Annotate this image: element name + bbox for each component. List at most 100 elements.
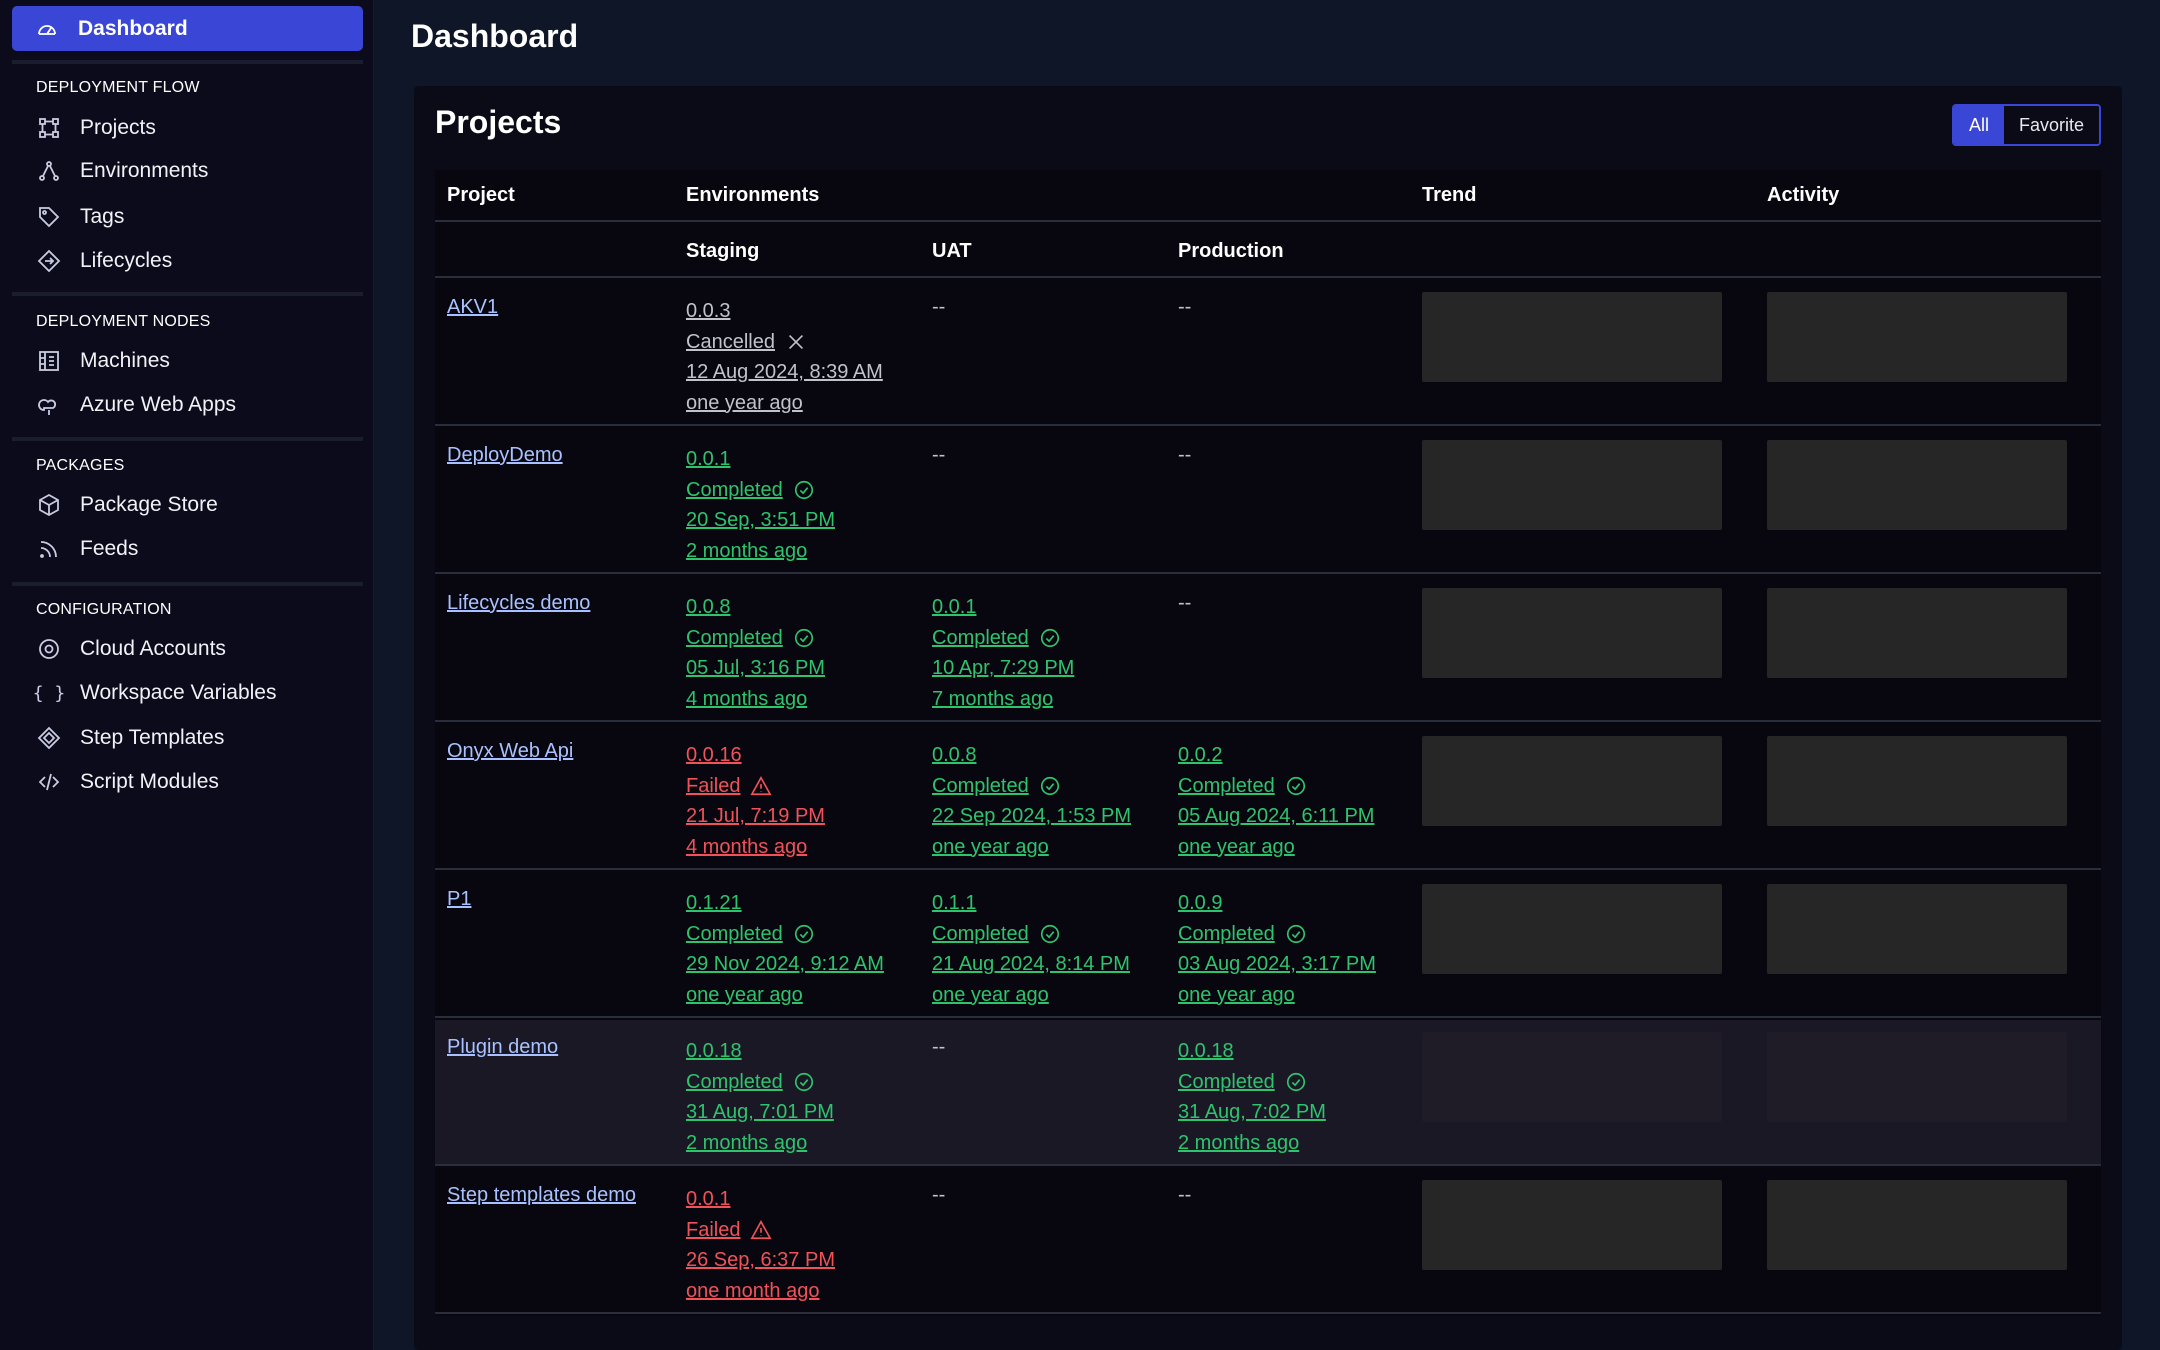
header-production: Production (1178, 240, 1284, 262)
activity-chart (1767, 440, 2067, 530)
deployment-relative-time[interactable]: one year ago (686, 391, 803, 414)
deployment-date[interactable]: 05 Jul, 3:16 PM (686, 657, 825, 679)
deployment-relative-time[interactable]: 4 months ago (686, 835, 808, 858)
deployment-relative-time[interactable]: 4 months ago (686, 687, 808, 710)
sidebar-item-step-templates[interactable]: Step Templates (36, 722, 224, 754)
deployment-date[interactable]: 31 Aug, 7:02 PM (1178, 1101, 1326, 1123)
staging-deployment[interactable]: 0.0.3 Cancelled 12 Aug 2024, 8:39 AM one ye… (686, 296, 883, 418)
project-link[interactable]: Step templates demo (447, 1184, 636, 1206)
table-row[interactable]: Step templates demo 0.0.1 Failed 26 Sep, 6:… (435, 1168, 2101, 1314)
staging-deployment[interactable]: 0.0.1 Failed 26 Sep, 6:37 PM one month ago (686, 1184, 835, 1306)
deployment-status[interactable]: Completed (686, 475, 815, 506)
deployment-status[interactable]: Completed (1178, 771, 1307, 802)
project-link[interactable]: P1 (447, 888, 472, 910)
project-link[interactable]: DeployDemo (447, 444, 563, 466)
staging-deployment[interactable]: 0.0.1 Completed 20 Sep, 3:51 PM 2 months ag… (686, 444, 835, 566)
deployment-version[interactable]: 0.0.1 (932, 596, 977, 618)
project-link[interactable]: Onyx Web Api (447, 740, 574, 762)
table-row[interactable]: DeployDemo 0.0.1 Completed 20 Sep, 3:51 PM 2… (435, 428, 2101, 574)
deployment-status[interactable]: Completed (932, 623, 1061, 654)
deployment-status[interactable]: Completed (1178, 919, 1307, 950)
deployment-version[interactable]: 0.1.21 (686, 892, 742, 914)
sidebar-item-label: Step Templates (80, 726, 225, 749)
staging-deployment[interactable]: 0.0.18 Completed 31 Aug, 7:01 PM 2 months a… (686, 1036, 834, 1158)
sidebar-item-azure-web-apps[interactable]: Azure Web Apps (36, 389, 236, 421)
deployment-version[interactable]: 0.0.16 (686, 744, 742, 766)
deployment-status[interactable]: Completed (686, 919, 815, 950)
deployment-date[interactable]: 29 Nov 2024, 9:12 AM (686, 953, 884, 975)
deployment-relative-time[interactable]: 7 months ago (932, 687, 1054, 710)
sidebar-item-workspace-variables[interactable]: { } Workspace Variables (33, 677, 277, 709)
deployment-date[interactable]: 22 Sep 2024, 1:53 PM (932, 805, 1132, 827)
deployment-date[interactable]: 21 Jul, 7:19 PM (686, 805, 825, 827)
deployment-date[interactable]: 20 Sep, 3:51 PM (686, 509, 835, 531)
deployment-status[interactable]: Cancelled (686, 327, 807, 358)
sidebar-item-package-store[interactable]: Package Store (36, 489, 218, 521)
deployment-relative-time[interactable]: one month ago (686, 1279, 820, 1302)
sidebar-item-environments[interactable]: Environments (36, 155, 208, 187)
table-row[interactable]: Lifecycles demo 0.0.8 Completed 05 Jul, 3:1… (435, 576, 2101, 722)
deployment-version[interactable]: 0.0.8 (932, 744, 977, 766)
production-deployment[interactable]: 0.0.2 Completed 05 Aug 2024, 6:11 PM one ye… (1178, 740, 1374, 862)
deployment-version[interactable]: 0.0.18 (686, 1040, 742, 1062)
staging-deployment[interactable]: 0.0.16 Failed 21 Jul, 7:19 PM 4 months ago (686, 740, 825, 862)
table-row[interactable]: P1 0.1.21 Completed 29 Nov 2024, 9:12 AM one… (435, 872, 2101, 1018)
sidebar-item-machines[interactable]: Machines (36, 345, 170, 377)
deployment-status[interactable]: Completed (1178, 1067, 1307, 1098)
deployment-version[interactable]: 0.1.1 (932, 892, 977, 914)
deployment-date[interactable]: 03 Aug 2024, 3:17 PM (1178, 953, 1376, 975)
filter-all-button[interactable]: All (1954, 106, 2004, 144)
deployment-relative-time[interactable]: one year ago (1178, 983, 1295, 1006)
project-link[interactable]: Lifecycles demo (447, 592, 591, 614)
sidebar-item-lifecycles[interactable]: Lifecycles (36, 245, 172, 277)
section-title-deployment-nodes: DEPLOYMENT NODES (36, 313, 211, 330)
uat-deployment[interactable]: 0.1.1 Completed 21 Aug 2024, 8:14 PM one ye… (932, 888, 1130, 1010)
table-row[interactable]: AKV1 0.0.3 Cancelled 12 Aug 2024, 8:39 AM on… (435, 280, 2101, 426)
deployment-date[interactable]: 05 Aug 2024, 6:11 PM (1178, 805, 1375, 827)
deployment-relative-time[interactable]: 2 months ago (1178, 1131, 1300, 1154)
project-link[interactable]: Plugin demo (447, 1036, 559, 1058)
deployment-version[interactable]: 0.0.9 (1178, 892, 1223, 914)
table-row[interactable]: Plugin demo 0.0.18 Completed 31 Aug, 7:01 P… (435, 1020, 2101, 1166)
deployment-version[interactable]: 0.0.1 (686, 448, 731, 470)
deployment-relative-time[interactable]: one year ago (932, 983, 1049, 1006)
deployment-status[interactable]: Completed (686, 623, 815, 654)
deployment-relative-time[interactable]: 2 months ago (686, 1131, 808, 1154)
sidebar-item-projects[interactable]: Projects (36, 112, 156, 144)
filter-favorite-button[interactable]: Favorite (2004, 106, 2099, 144)
deployment-relative-time[interactable]: one year ago (1178, 835, 1295, 858)
deployment-date[interactable]: 21 Aug 2024, 8:14 PM (932, 953, 1130, 975)
deployment-date[interactable]: 26 Sep, 6:37 PM (686, 1249, 835, 1271)
production-deployment[interactable]: 0.0.9 Completed 03 Aug 2024, 3:17 PM one ye… (1178, 888, 1376, 1010)
deployment-relative-time[interactable]: one year ago (686, 983, 803, 1006)
production-deployment[interactable]: 0.0.18 Completed 31 Aug, 7:02 PM 2 months a… (1178, 1036, 1326, 1158)
deployment-version[interactable]: 0.0.3 (686, 300, 731, 322)
uat-deployment[interactable]: 0.0.1 Completed 10 Apr, 7:29 PM 7 months ag… (932, 592, 1074, 714)
deployment-version[interactable]: 0.0.1 (686, 1188, 731, 1210)
sidebar-item-script-modules[interactable]: Script Modules (36, 766, 219, 798)
staging-deployment[interactable]: 0.1.21 Completed 29 Nov 2024, 9:12 AM one y… (686, 888, 884, 1010)
deployment-relative-time[interactable]: one year ago (932, 835, 1049, 858)
deployment-version[interactable]: 0.0.18 (1178, 1040, 1234, 1062)
project-link[interactable]: AKV1 (447, 296, 499, 318)
deployment-status[interactable]: Completed (932, 919, 1061, 950)
deployment-date[interactable]: 10 Apr, 7:29 PM (932, 657, 1075, 679)
deployment-status[interactable]: Completed (686, 1067, 815, 1098)
deployment-date[interactable]: 31 Aug, 7:01 PM (686, 1101, 834, 1123)
deployment-version[interactable]: 0.0.8 (686, 596, 731, 618)
production-empty: -- (1178, 592, 1192, 614)
deployment-date[interactable]: 12 Aug 2024, 8:39 AM (686, 361, 883, 383)
deployment-status[interactable]: Completed (932, 771, 1061, 802)
uat-deployment[interactable]: 0.0.8 Completed 22 Sep 2024, 1:53 PM one ye… (932, 740, 1131, 862)
staging-deployment[interactable]: 0.0.8 Completed 05 Jul, 3:16 PM 4 months ag… (686, 592, 825, 714)
deployment-version[interactable]: 0.0.2 (1178, 744, 1223, 766)
sidebar-item-feeds[interactable]: Feeds (36, 533, 138, 565)
deployment-status[interactable]: Failed (686, 771, 773, 802)
activity-chart (1767, 292, 2067, 382)
deployment-relative-time[interactable]: 2 months ago (686, 539, 808, 562)
sidebar-item-dashboard[interactable]: Dashboard (12, 6, 363, 51)
deployment-status[interactable]: Failed (686, 1215, 773, 1246)
sidebar-item-cloud-accounts[interactable]: Cloud Accounts (36, 633, 226, 665)
sidebar-item-tags[interactable]: Tags (36, 201, 124, 233)
table-row[interactable]: Onyx Web Api 0.0.16 Failed 21 Jul, 7:19 PM 4… (435, 724, 2101, 870)
